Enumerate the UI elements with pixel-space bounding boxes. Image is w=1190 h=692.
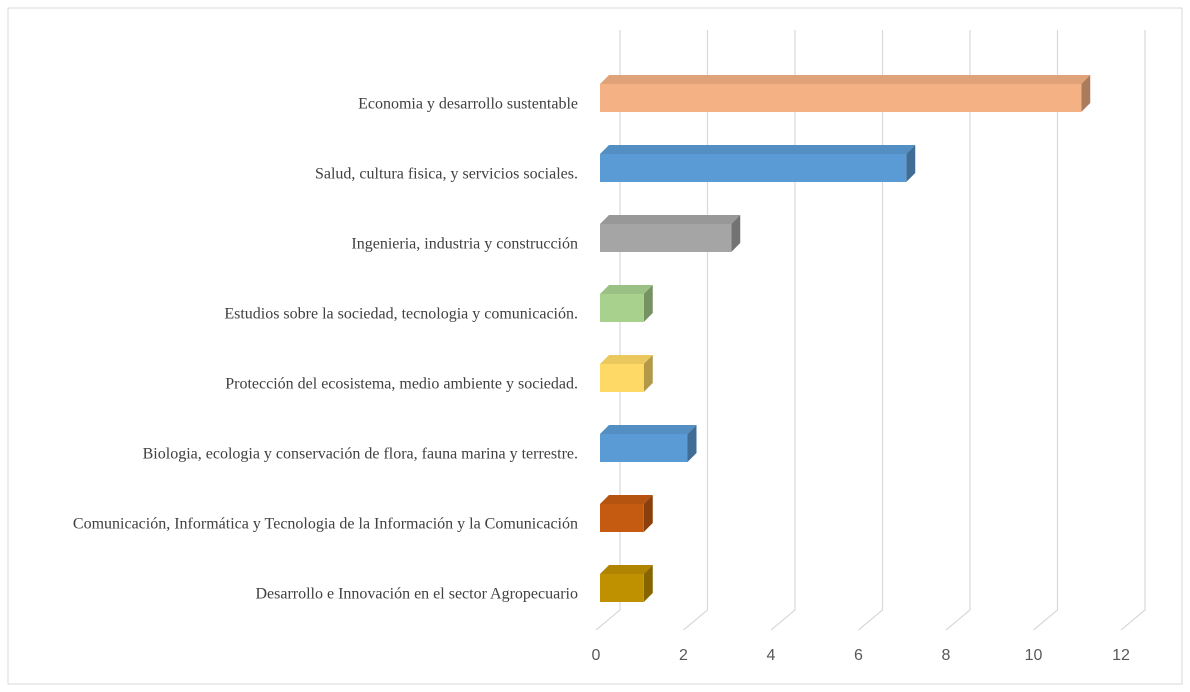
bar-top: [600, 75, 1091, 84]
grid-line: [945, 30, 971, 631]
grid-line: [1033, 30, 1059, 631]
category-label: Estudios sobre la sociedad, tecnologia y…: [224, 305, 578, 323]
grid-line: [858, 30, 884, 631]
bar-side: [643, 565, 653, 602]
x-tick-label: 8: [942, 647, 951, 664]
bar-top: [600, 285, 653, 294]
bar: [600, 504, 644, 532]
bar: [600, 294, 644, 322]
category-label: Comunicación, Informática y Tecnologia d…: [72, 515, 578, 533]
grid-line: [770, 30, 796, 631]
category-label: Salud, cultura fisica, y servicios socia…: [314, 165, 578, 183]
bar: [600, 84, 1082, 112]
bar-side: [731, 215, 741, 252]
bar-side: [1081, 75, 1091, 112]
grid-line: [595, 30, 621, 631]
category-label: Economia y desarrollo sustentable: [358, 95, 578, 113]
bar: [600, 364, 644, 392]
x-tick-label: 4: [767, 647, 776, 664]
bar-top: [600, 495, 653, 504]
bar-top: [600, 425, 697, 434]
bar-side: [643, 355, 653, 392]
x-tick-label: 2: [679, 647, 688, 664]
category-label: Desarrollo e Innovación en el sector Agr…: [255, 585, 578, 603]
grid-line: [1120, 30, 1146, 631]
grid-line: [683, 30, 709, 631]
bar-side: [643, 495, 653, 532]
bar: [600, 224, 732, 252]
bar: [600, 154, 907, 182]
chart-frame: [7, 7, 1183, 685]
bar: [600, 574, 644, 602]
bar-top: [600, 355, 653, 364]
category-label: Ingenieria, industria y construcción: [351, 235, 578, 253]
bar-side: [906, 145, 916, 182]
category-label: Biologia, ecologia y conservación de flo…: [142, 445, 578, 463]
bar-top: [600, 215, 741, 224]
bar-top: [600, 145, 916, 154]
bar-top: [600, 565, 653, 574]
bar-side: [643, 285, 653, 322]
category-label: Protección del ecosistema, medio ambient…: [225, 375, 578, 393]
bar: [600, 434, 688, 462]
x-tick-label: 6: [854, 647, 863, 664]
x-tick-label: 12: [1112, 647, 1130, 664]
x-tick-label: 10: [1025, 647, 1043, 664]
bar-side: [687, 425, 697, 462]
x-tick-label: 0: [592, 647, 601, 664]
